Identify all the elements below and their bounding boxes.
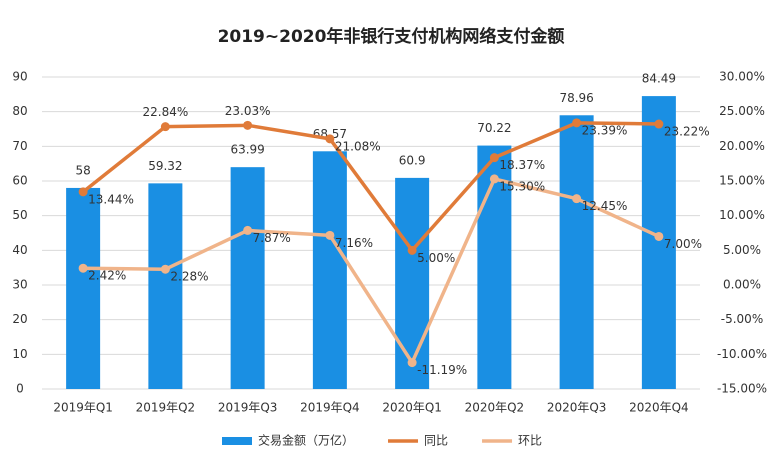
line-point [325, 230, 335, 240]
line-point [243, 225, 253, 235]
point-label: 7.87% [253, 231, 291, 245]
bar-label: 58 [75, 163, 90, 177]
y-tick-label: 10 [12, 347, 27, 361]
x-tick-label: 2020年Q3 [547, 401, 607, 415]
point-label: 12.45% [582, 199, 628, 213]
line-point [572, 118, 582, 128]
point-label: 15.30% [499, 179, 545, 193]
line-point [654, 231, 664, 241]
y-tick-label: 70 [12, 139, 27, 153]
point-label: 7.16% [335, 236, 373, 250]
y2-tick-label: 30.00% [719, 70, 765, 84]
bar-label: 60.9 [399, 153, 426, 167]
x-tick-label: 2019年Q3 [218, 401, 278, 415]
y-tick-label: 0 [16, 382, 24, 396]
bar [477, 145, 512, 389]
point-label: 13.44% [88, 192, 134, 206]
line [83, 177, 660, 365]
point-label: 18.37% [499, 158, 545, 172]
y-tick-label: 30 [12, 278, 27, 292]
bar-label: 78.96 [559, 91, 593, 105]
line-point [654, 119, 664, 129]
bar-label: 59.32 [148, 159, 182, 173]
y2-tick-label: 25.00% [719, 104, 765, 118]
point-label: 22.84% [142, 105, 188, 119]
line-point [489, 153, 499, 163]
legend-label: 同比 [424, 434, 448, 448]
x-tick-label: 2019年Q1 [53, 401, 113, 415]
y-tick-label: 20 [12, 312, 27, 326]
y2-tick-label: -15.00% [717, 382, 767, 396]
legend-swatch [222, 437, 252, 445]
y2-tick-label: 15.00% [719, 174, 765, 188]
line-point [243, 120, 253, 130]
bar-label: 70.22 [477, 121, 511, 135]
line-point [407, 358, 417, 368]
y-tick-label: 40 [12, 243, 27, 257]
x-tick-label: 2019年Q4 [300, 401, 360, 415]
line [82, 121, 659, 253]
point-label: 2.42% [88, 269, 126, 283]
bar [312, 151, 347, 389]
y2-tick-label: -5.00% [721, 312, 763, 326]
line-point [489, 174, 499, 184]
y-tick-label: 80 [12, 104, 27, 118]
point-label: 23.22% [664, 125, 710, 139]
y2-tick-label: 5.00% [723, 243, 761, 257]
point-label: 23.39% [582, 123, 628, 137]
bar-label: 63.99 [230, 143, 264, 157]
legend-label: 交易金额（万亿） [258, 433, 354, 448]
point-label: -11.19% [417, 363, 467, 377]
x-tick-label: 2020年Q4 [629, 401, 689, 415]
y-tick-label: 60 [12, 174, 27, 188]
y2-tick-label: -10.00% [717, 347, 767, 361]
bar [66, 187, 101, 389]
x-tick-label: 2019年Q2 [136, 401, 196, 415]
line-point [78, 263, 88, 273]
line-point [407, 245, 417, 255]
point-label: 21.08% [335, 139, 381, 153]
chart-title: 2019~2020年非银行支付机构网络支付金额 [218, 26, 565, 47]
legend-label: 环比 [518, 434, 542, 448]
y-tick-label: 50 [12, 208, 27, 222]
bar [559, 115, 594, 389]
bar [641, 96, 676, 390]
point-label: 2.28% [170, 270, 208, 284]
line-point [572, 194, 582, 204]
line-point [160, 264, 170, 274]
point-label: 5.00% [417, 251, 455, 265]
bar [148, 183, 183, 389]
y2-tick-label: 20.00% [719, 139, 765, 153]
line-point [78, 187, 88, 197]
y-tick-label: 90 [12, 70, 27, 84]
bar-label: 84.49 [642, 72, 676, 86]
y2-tick-label: 10.00% [719, 208, 765, 222]
x-tick-label: 2020年Q2 [465, 401, 525, 415]
point-label: 23.03% [225, 104, 271, 118]
bar [395, 177, 430, 389]
line-point [160, 122, 170, 132]
point-label: 7.00% [664, 237, 702, 251]
y2-tick-label: 0.00% [723, 278, 761, 292]
bar [230, 167, 265, 389]
x-tick-label: 2020年Q1 [382, 401, 442, 415]
line-point [325, 134, 335, 144]
